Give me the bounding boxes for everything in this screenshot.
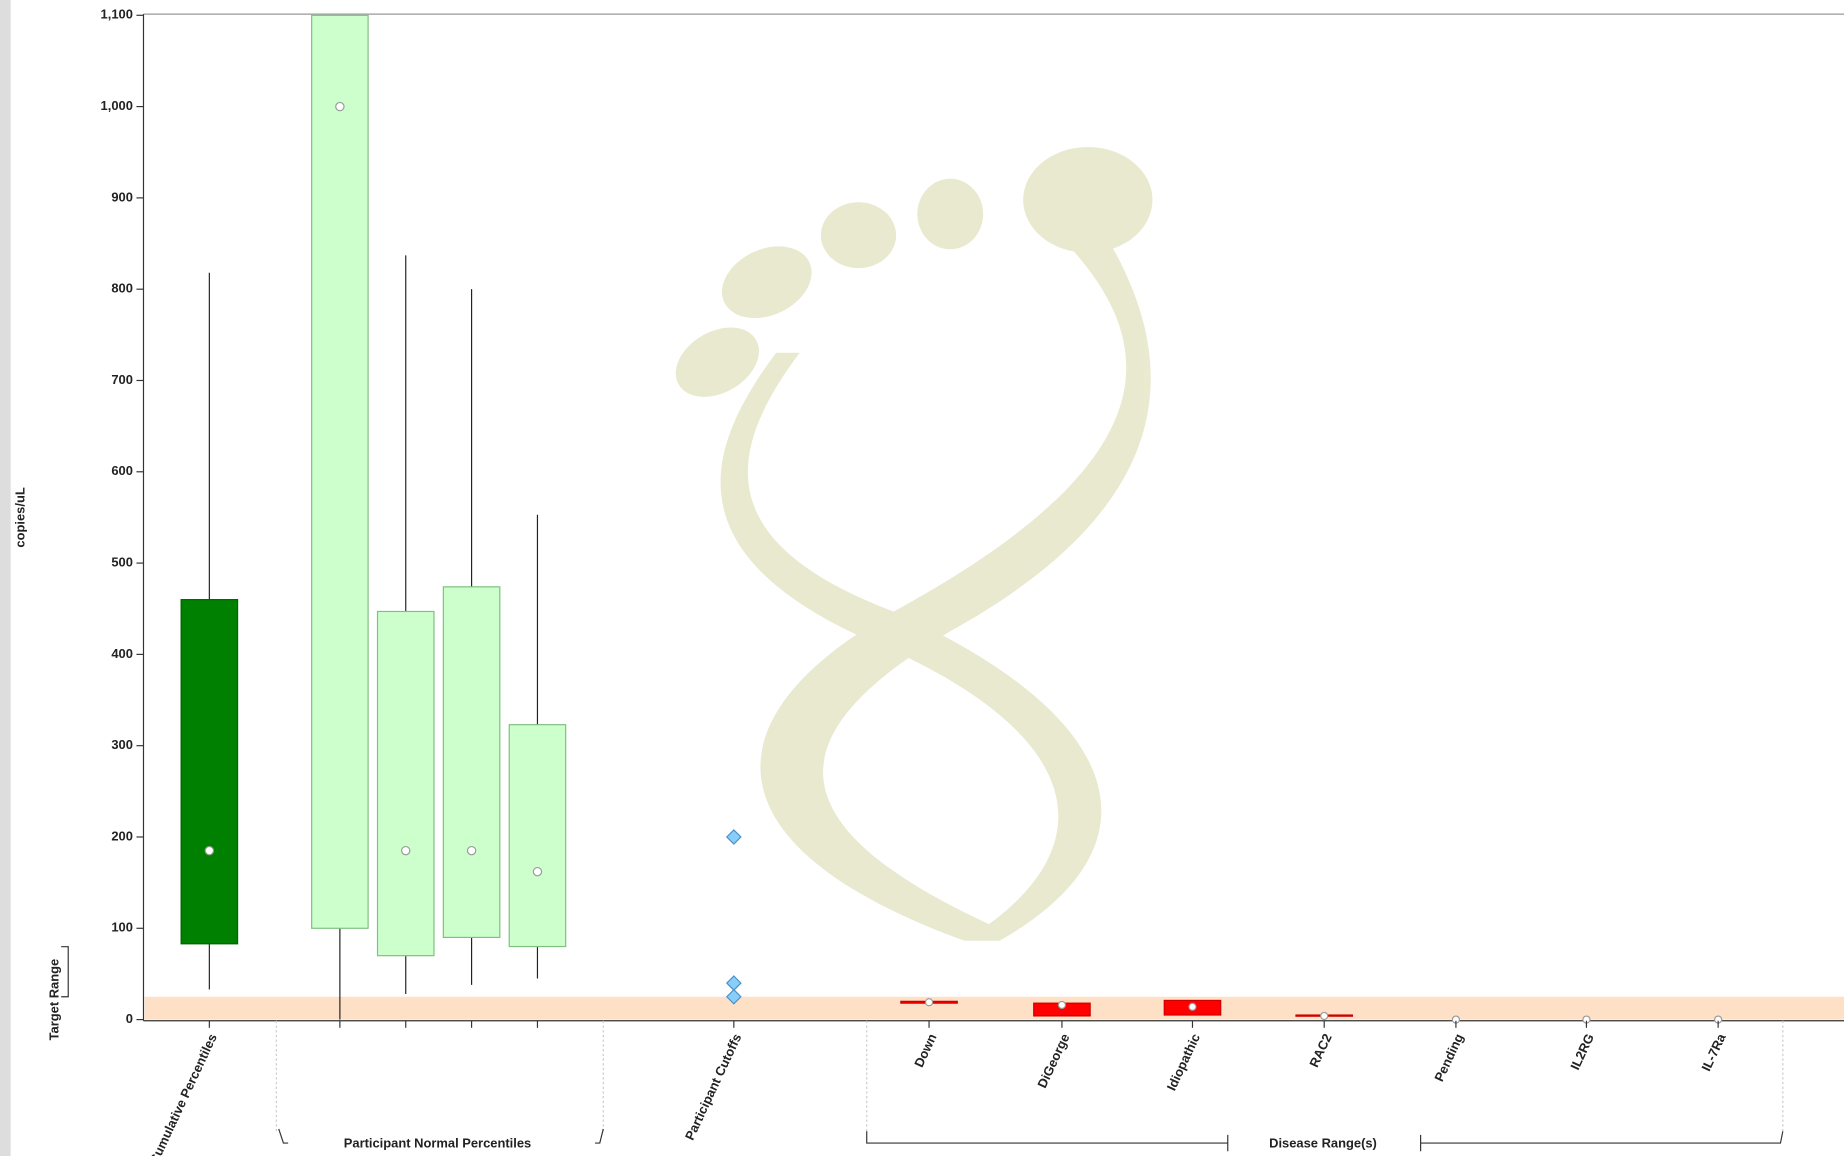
y-tick-label: 300 (111, 737, 133, 752)
y-tick-label: 1,000 (101, 98, 133, 113)
x-tick-label: Cumulative Percentiles (146, 1031, 220, 1156)
x-tick-label: Participant Cutoffs (682, 1031, 744, 1142)
median (533, 868, 541, 876)
x-tick-label: IL-7Ra (1698, 1031, 1729, 1074)
group-bracket (595, 1129, 603, 1143)
watermark (663, 147, 1152, 941)
box (181, 600, 237, 944)
y-tick-label: 700 (111, 372, 133, 387)
box (312, 15, 368, 928)
median (402, 847, 410, 855)
group-label: Disease Range(s) (1269, 1136, 1377, 1151)
y-tick-label: 0 (126, 1011, 133, 1026)
x-tick-label: Pending (1431, 1031, 1466, 1084)
y-tick-label: 800 (111, 281, 133, 296)
y-tick-label: 500 (111, 555, 133, 570)
y-tick-label: 200 (111, 828, 133, 843)
box (509, 725, 565, 947)
y-tick-label: 100 (111, 920, 133, 935)
box (443, 587, 499, 938)
median (336, 102, 344, 110)
x-tick-label: Idiopathic (1164, 1031, 1203, 1093)
y-tick-label: 600 (111, 463, 133, 478)
x-tick-label: IL2RG (1567, 1031, 1597, 1072)
scrollbar (0, 0, 11, 1156)
median (1189, 1003, 1196, 1010)
median (1321, 1012, 1328, 1019)
y-tick-label: 1,100 (101, 7, 133, 22)
y-tick-label: 900 (111, 189, 133, 204)
median (467, 847, 475, 855)
target-range-label: Target Range (47, 959, 62, 1041)
group-label: Participant Normal Percentiles (344, 1136, 531, 1151)
x-tick-label: DiGeorge (1034, 1031, 1072, 1090)
target-range (145, 997, 1844, 1020)
chart: copies/uL Target Range 0 100 200 300 400 500 60… (0, 0, 1844, 1156)
y-axis-label: copies/uL (13, 487, 28, 547)
median (205, 847, 213, 855)
cutoff-point (727, 976, 741, 990)
cutoff-point (727, 830, 741, 844)
x-tick-label: Down (911, 1031, 940, 1069)
median (926, 999, 933, 1006)
median (1058, 1001, 1065, 1008)
target-bracket (61, 947, 68, 997)
group-bracket (279, 1129, 288, 1143)
box (378, 611, 434, 955)
x-tick-label: RAC2 (1306, 1031, 1334, 1069)
y-tick-label: 400 (111, 646, 133, 661)
